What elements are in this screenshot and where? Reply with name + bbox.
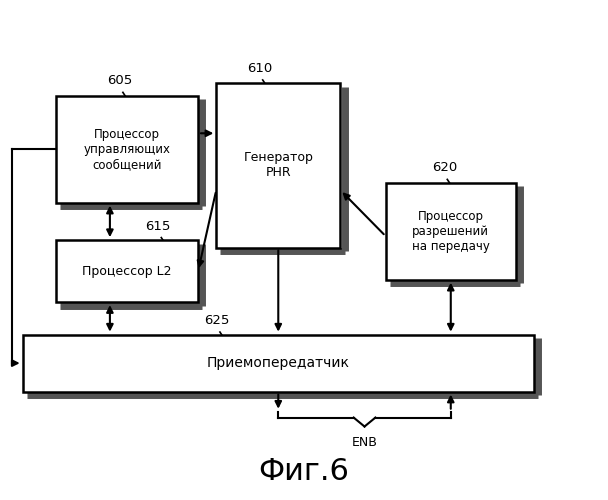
Text: Приемопередатчик: Приемопередатчик (207, 356, 350, 370)
Bar (385, 183, 516, 280)
Text: 605: 605 (107, 74, 133, 88)
Text: Генератор
PHR: Генератор PHR (243, 152, 313, 180)
Text: Фиг.6: Фиг.6 (258, 457, 350, 486)
Text: 610: 610 (247, 62, 272, 75)
Bar (216, 84, 340, 247)
Text: Процессор L2: Процессор L2 (82, 264, 171, 278)
Text: 625: 625 (204, 314, 230, 327)
Text: ENB: ENB (351, 436, 378, 450)
Text: Процессор
разрешений
на передачу: Процессор разрешений на передачу (412, 210, 489, 253)
Text: 620: 620 (432, 162, 457, 174)
Text: Процессор
управляющих
сообщений: Процессор управляющих сообщений (83, 128, 170, 171)
Text: 615: 615 (145, 220, 171, 232)
Bar (56, 240, 198, 302)
Bar (56, 96, 198, 203)
Bar (22, 334, 534, 392)
